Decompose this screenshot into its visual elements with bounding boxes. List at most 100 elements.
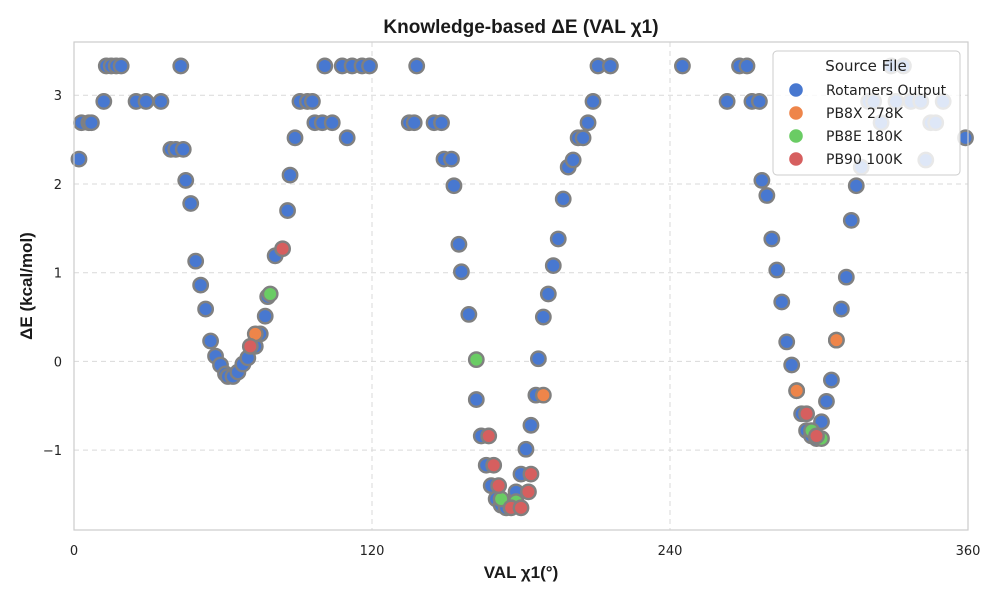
y-tick-label: 0 (54, 355, 62, 370)
data-point (261, 285, 279, 303)
legend-label: Rotamers Output (826, 83, 947, 99)
x-axis-label: VAL χ1(°) (484, 563, 559, 582)
data-point (534, 386, 552, 404)
data-point (827, 331, 845, 349)
data-point (338, 129, 356, 147)
chart-title: Knowledge-based ΔE (VAL χ1) (383, 17, 658, 38)
data-point (602, 57, 619, 75)
x-tick-label: 240 (658, 544, 683, 559)
data-point (152, 93, 170, 110)
data-point (241, 337, 259, 355)
legend-entry: PB8E 180K (788, 128, 903, 145)
legend-marker (788, 82, 804, 98)
data-point (182, 195, 200, 212)
data-point (70, 150, 88, 168)
data-point (405, 114, 423, 132)
data-point (763, 230, 781, 248)
data-point (480, 427, 498, 445)
legend-marker (788, 105, 804, 121)
legend-label: PB8X 278K (826, 106, 904, 122)
data-point (187, 252, 205, 270)
data-point (579, 114, 597, 132)
data-point (534, 308, 552, 326)
y-axis-label: ΔE (kcal/mol) (17, 232, 36, 340)
legend-marker (788, 151, 804, 167)
legend-label: PB8E 180K (826, 129, 903, 145)
data-point (460, 305, 478, 323)
data-point (433, 114, 450, 132)
data-point (445, 177, 463, 195)
data-points (70, 57, 974, 517)
data-point (808, 427, 825, 445)
data-point (522, 465, 540, 483)
data-point (197, 300, 215, 318)
data-point (82, 114, 100, 132)
data-point (316, 57, 334, 75)
legend: Source File Rotamers Output PB8X 278K PB8E… (772, 50, 961, 176)
data-point (361, 57, 378, 75)
data-point (842, 211, 860, 229)
data-point (274, 240, 291, 258)
data-point (751, 93, 768, 110)
data-point (95, 93, 113, 110)
data-point (467, 391, 485, 408)
y-tick-label: 2 (54, 178, 62, 193)
data-point (177, 172, 195, 189)
tick-labels: 0 120 240 360 −1 0 1 2 3 (43, 89, 981, 559)
data-point (137, 93, 155, 110)
data-point (837, 268, 855, 286)
plot-frame (73, 41, 969, 531)
data-point (758, 187, 776, 204)
data-point (452, 263, 470, 281)
data-point (773, 293, 791, 311)
data-point (718, 93, 736, 110)
data-point (281, 166, 299, 184)
data-point (323, 114, 341, 132)
legend-entry: Rotamers Output (788, 82, 947, 99)
data-point (768, 261, 786, 279)
data-point (450, 235, 468, 253)
data-point (674, 57, 691, 75)
x-tick-label: 360 (956, 544, 981, 559)
data-point (549, 230, 567, 248)
legend-marker (788, 128, 804, 144)
data-point (490, 477, 508, 495)
data-point (832, 300, 850, 318)
data-point (202, 332, 219, 350)
data-point (303, 93, 321, 110)
data-point (798, 405, 815, 423)
data-point (408, 57, 426, 75)
data-point (544, 257, 562, 274)
legend-entry: PB90 100K (788, 151, 903, 168)
data-point (823, 371, 840, 389)
data-point (112, 57, 130, 75)
data-point (172, 57, 190, 75)
data-point (788, 382, 806, 400)
data-point (778, 333, 796, 351)
data-point (753, 172, 771, 189)
y-tick-label: −1 (43, 444, 62, 459)
data-point (847, 177, 865, 195)
data-point (783, 356, 801, 374)
data-point (174, 140, 192, 158)
data-point (520, 483, 537, 501)
legend-label: PB90 100K (826, 152, 903, 168)
series-3 (241, 240, 825, 517)
legend-entries: Rotamers Output PB8X 278K PB8E 180K PB90 10… (788, 82, 947, 168)
data-point (574, 129, 592, 147)
y-tick-label: 1 (54, 267, 62, 282)
data-point (256, 307, 274, 325)
x-tick-label: 0 (70, 544, 78, 559)
data-point (467, 351, 485, 369)
data-point (539, 285, 557, 303)
data-point (286, 129, 304, 147)
data-point (512, 499, 530, 517)
x-tick-label: 120 (360, 544, 385, 559)
data-point (443, 150, 460, 168)
legend-title: Source File (825, 57, 906, 75)
data-point (584, 93, 602, 110)
data-point (564, 151, 582, 169)
legend-box (772, 50, 961, 176)
